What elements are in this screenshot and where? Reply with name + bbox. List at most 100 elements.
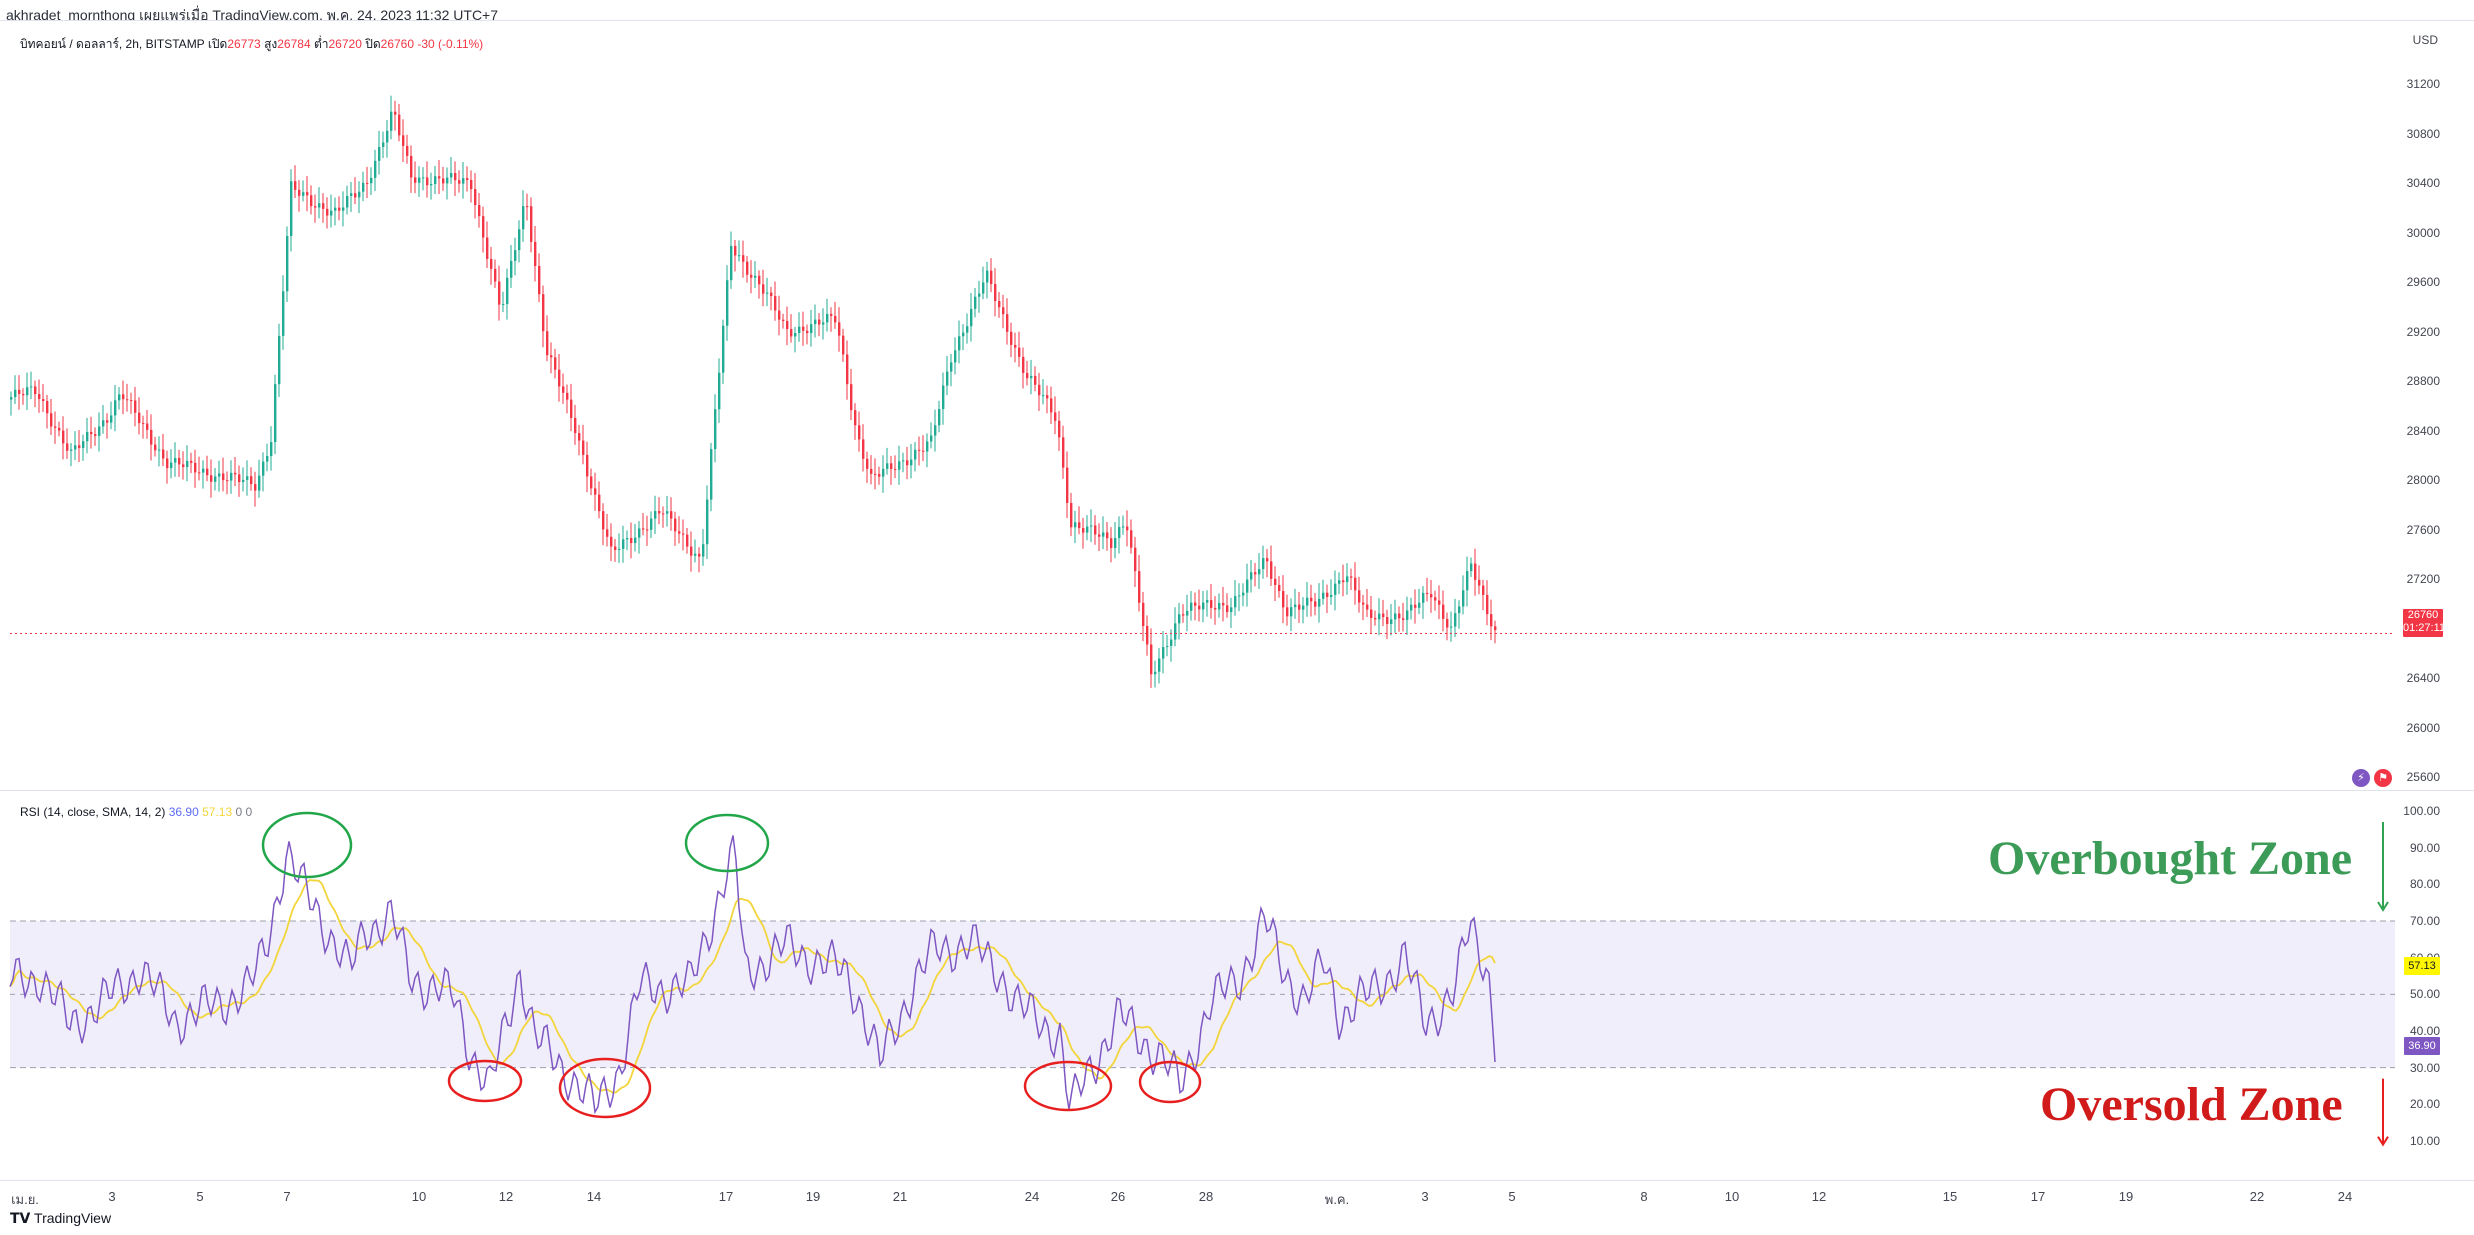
candle-body [774,296,777,311]
candle-body [686,534,689,547]
candle-body [358,191,361,198]
date-axis-label: เม.ย. [11,1192,39,1207]
rsi-value-badge: 36.90 [2404,1037,2440,1055]
candle-body [114,400,117,416]
change-value: -30 (-0.11%) [417,37,484,51]
price-side-icons[interactable]: ⚡ ⚑ [2352,769,2392,789]
candle-body [946,371,949,386]
candle-body [1210,600,1213,608]
candle-body [974,296,977,309]
candle-body [674,518,677,532]
candle-body [698,553,701,557]
candle-body [1342,580,1345,583]
price-axis-label: 28000 [2406,473,2440,487]
candle-body [50,413,53,427]
candle-body [1254,572,1257,575]
price-axis-label: 29600 [2406,275,2440,289]
rsi-legend: RSI (14, close, SMA, 14, 2) 36.90 57.13 … [20,805,252,819]
candle-body [1262,558,1265,570]
candle-body [1250,572,1253,580]
candle-body [618,548,621,550]
candle-body [886,463,889,469]
candle-body [450,173,453,178]
candle-body [714,409,717,450]
oversold-circle [1023,1060,1113,1112]
candle-body [322,203,325,209]
candle-body [626,537,629,540]
candle-body [378,146,381,161]
candle-body [102,420,105,427]
rsi-sma-line [9,879,1496,1094]
candle-body [222,473,225,481]
price-chart-canvas[interactable] [0,21,2474,791]
candle-body [42,399,45,402]
candle-body [490,258,493,269]
candle-body [1338,580,1341,584]
candle-body [1046,395,1049,399]
rsi-axis-label: 10.00 [2409,1134,2440,1148]
candle-body [458,180,461,184]
low-value: 26720 [328,37,362,51]
candle-body [1390,619,1393,625]
candle-body [1174,623,1177,640]
candle-body [258,475,261,491]
candle-body [638,528,641,538]
candle-body [1190,602,1193,611]
candle-body [1126,526,1129,531]
price-axis-label: 30400 [2406,176,2440,190]
candle-body [1222,603,1225,606]
rsi-panel: RSI (14, close, SMA, 14, 2) 36.90 57.13 … [0,790,2474,1181]
candle-body [1434,597,1437,601]
candle-body [1050,398,1053,413]
candle-body [370,177,373,184]
candle-body [126,399,129,401]
candle-body [338,207,341,211]
candle-body [382,142,385,147]
candle-body [770,292,773,297]
candle-body [866,458,869,469]
rsi-chart-canvas[interactable] [0,791,2474,1181]
candle-body [554,357,557,370]
candle-body [78,445,81,448]
candle-body [982,282,985,294]
date-axis-label: 7 [283,1189,291,1204]
candle-body [706,499,709,545]
candle-body [70,449,73,451]
candle-body [986,270,989,283]
candle-body [682,533,685,535]
candle-body [942,385,945,410]
candle-body [766,292,769,294]
candle-body [506,277,509,305]
rsi-extra-value-2: 0 [245,805,253,819]
candle-body [606,529,609,537]
candle-body [762,284,765,294]
candle-body [1454,613,1457,627]
flag-icon[interactable]: ⚑ [2374,769,2392,787]
candle-body [1062,437,1065,468]
candle-body [1374,617,1377,620]
candle-body [622,539,625,549]
candle-body [1034,375,1037,385]
candle-body [1310,597,1313,602]
candle-body [1362,602,1365,605]
candle-body [726,280,729,326]
price-axis-label: 30800 [2406,126,2440,141]
date-axis-label: 10 [411,1189,427,1204]
overbought-zone-label: Overbought Zone [1988,832,2353,885]
candle-body [1078,522,1081,529]
high-value: 26784 [277,37,311,51]
candle-body [170,462,173,469]
candle-body [598,494,601,512]
candle-body [518,229,521,251]
overbought-circle [261,811,353,879]
date-axis-label: 3 [1421,1189,1429,1204]
candle-body [270,442,273,457]
candle-body [614,546,617,550]
lightning-icon[interactable]: ⚡ [2352,769,2370,787]
candle-body [810,324,813,334]
candle-body [1482,585,1485,595]
candle-body [1326,592,1329,597]
candle-body [250,476,253,485]
candle-body [1114,538,1117,548]
candle-body [454,173,457,181]
